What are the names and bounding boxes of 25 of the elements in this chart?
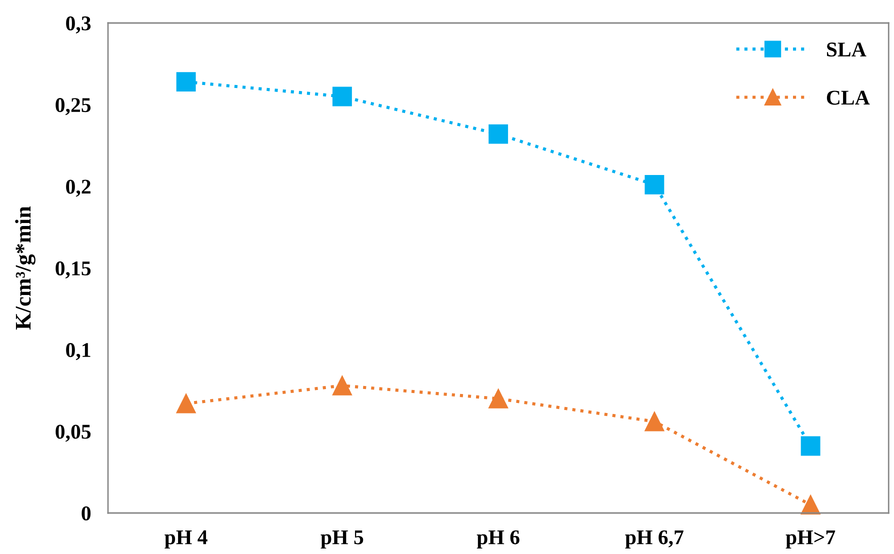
- y-tick-label: 0,3: [66, 16, 91, 34]
- point: [176, 394, 196, 414]
- y-tick-label: 0,1: [66, 343, 90, 360]
- legend-label: SLA: [827, 42, 866, 57]
- point: [176, 72, 196, 92]
- point: [488, 388, 508, 408]
- y-tick-label: 0,25: [56, 98, 91, 116]
- point: [644, 174, 664, 194]
- point: [800, 495, 820, 515]
- x-tick-label: pH>7: [786, 530, 836, 549]
- y-tick-label: 0,05: [56, 424, 91, 442]
- y-tick-label: 0,2: [66, 180, 90, 197]
- y-tick-label: 0,15: [56, 261, 91, 278]
- x-tick-label: pH 6,7: [625, 530, 684, 549]
- x-tick-label: pH 5: [320, 530, 364, 549]
- x-tick-label: pH 6: [476, 530, 520, 549]
- point: [800, 436, 820, 456]
- y-tick-label: 0: [82, 506, 91, 520]
- y-axis-title: K/cm³/g*min: [15, 206, 36, 330]
- x-tick-label: pH 4: [164, 530, 208, 549]
- point: [644, 412, 664, 432]
- point: [332, 376, 352, 396]
- point: [332, 86, 352, 106]
- point: [488, 124, 508, 144]
- legend-label: CLA: [826, 90, 870, 105]
